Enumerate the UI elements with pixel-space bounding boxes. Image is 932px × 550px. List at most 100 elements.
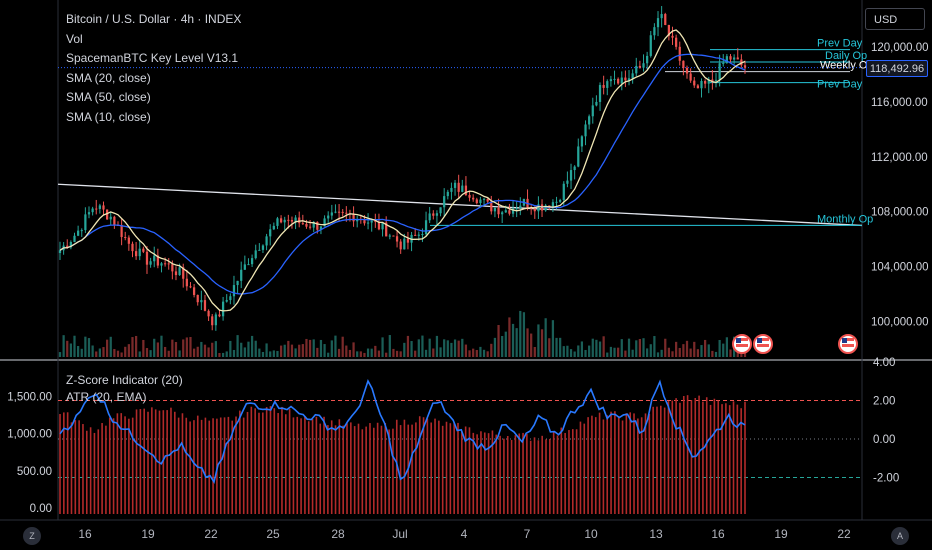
candle-body [468, 194, 471, 198]
candle-body [689, 73, 692, 81]
volume-bar [385, 352, 388, 357]
candle-body [395, 236, 399, 242]
indicator-vol[interactable]: Vol [66, 31, 83, 46]
volume-bar [185, 337, 188, 357]
candle-body [312, 221, 315, 228]
flag-stripe [757, 338, 769, 341]
candle-body [646, 55, 649, 64]
candle-body [667, 24, 671, 36]
volume-bar [403, 342, 406, 357]
indicator-atr[interactable]: ATR (20, EMA) [66, 390, 147, 404]
candle-body [700, 81, 703, 89]
candle-body [105, 209, 109, 220]
volume-bar [272, 350, 275, 357]
volume-bar [711, 350, 714, 357]
auto-button[interactable]: A [891, 527, 909, 545]
volume-bar [131, 337, 134, 357]
volume-bar [562, 346, 565, 357]
grid [0, 0, 932, 521]
key-level-label: Daily Op [825, 50, 867, 62]
candle-body [174, 271, 178, 276]
candle-body [66, 245, 69, 248]
candle-body [588, 116, 591, 125]
symbol-title[interactable]: Bitcoin / U.S. Dollar · 4h · INDEX [66, 12, 242, 26]
candle-body [475, 199, 478, 204]
volume-bar [479, 346, 482, 357]
volume-bar [163, 346, 167, 357]
candle-body [704, 81, 707, 84]
candle-body [58, 250, 62, 254]
volume-bar [182, 339, 185, 357]
volume-bar [66, 340, 69, 357]
volume-bar [671, 351, 674, 357]
volume-bar [258, 348, 261, 357]
indicator-zscore[interactable]: Z-Score Indicator (20) [66, 373, 183, 387]
sma-50-line [59, 53, 746, 295]
indicator-sma-20[interactable]: SMA (20, close) [66, 70, 151, 85]
candle-body [675, 37, 678, 47]
indicator-sma-10[interactable]: SMA (10, close) [66, 109, 151, 124]
volume-bar [116, 350, 120, 357]
candle-body [584, 124, 587, 137]
candle-body [323, 218, 326, 227]
volume-bar [424, 349, 428, 357]
volume-bar [370, 348, 373, 357]
volume-bar [290, 344, 294, 357]
candle-body [501, 212, 504, 215]
candle-body [598, 85, 602, 102]
candle-body [653, 27, 656, 36]
candle-body [399, 241, 402, 250]
volume-bar [91, 345, 94, 357]
volume-bar [667, 347, 671, 357]
volume-bar [348, 349, 352, 357]
volume-bar [221, 352, 225, 357]
candle-body [113, 216, 116, 226]
volume-bar [388, 335, 391, 357]
volume-bar [526, 328, 529, 357]
volume-bar [250, 335, 254, 357]
volume-bar [635, 340, 638, 357]
volume-bar [178, 350, 181, 357]
event-flags [732, 334, 858, 354]
candle-body [627, 78, 631, 81]
candle-body [247, 264, 250, 266]
volume-bar [247, 341, 250, 357]
candle-body [439, 207, 442, 214]
x-tick-label: 28 [331, 527, 345, 541]
volume-bar [664, 338, 667, 357]
volume-bar [243, 347, 246, 357]
indicator-sma-50[interactable]: SMA (50, close) [66, 90, 151, 104]
indicator-pane [58, 378, 862, 514]
volume-bar [689, 348, 692, 357]
candle-body [91, 208, 94, 213]
volume-bar [700, 345, 703, 357]
volume-bar [609, 346, 613, 357]
candle-body [102, 205, 105, 210]
auto-scale-button[interactable]: Z [23, 527, 41, 545]
volume-bar [153, 338, 156, 357]
volume-bar [588, 345, 591, 357]
flag-canton [757, 338, 762, 343]
volume-bar [580, 341, 584, 357]
volume-bar [555, 337, 558, 357]
us-flag-icon [732, 334, 752, 354]
volume-bar [265, 343, 268, 357]
volume-bar [232, 349, 236, 357]
volume-bar [501, 335, 504, 357]
zscore-line [59, 378, 746, 485]
volume-bar [693, 341, 696, 357]
volume-bar [80, 348, 83, 357]
candle-body [120, 225, 123, 238]
currency-button[interactable]: USD [865, 8, 925, 30]
volume-bar [606, 352, 609, 357]
candle-body [138, 248, 141, 257]
candle-body [486, 198, 489, 202]
candle-body [671, 35, 674, 38]
volume-bar [298, 344, 301, 357]
candle-body [337, 211, 341, 213]
candle-body [530, 207, 533, 209]
indicator-key-levels[interactable]: SpacemanBTC Key Level V13.1 [66, 51, 239, 65]
candle-body [736, 57, 739, 60]
candle-body [566, 180, 569, 184]
